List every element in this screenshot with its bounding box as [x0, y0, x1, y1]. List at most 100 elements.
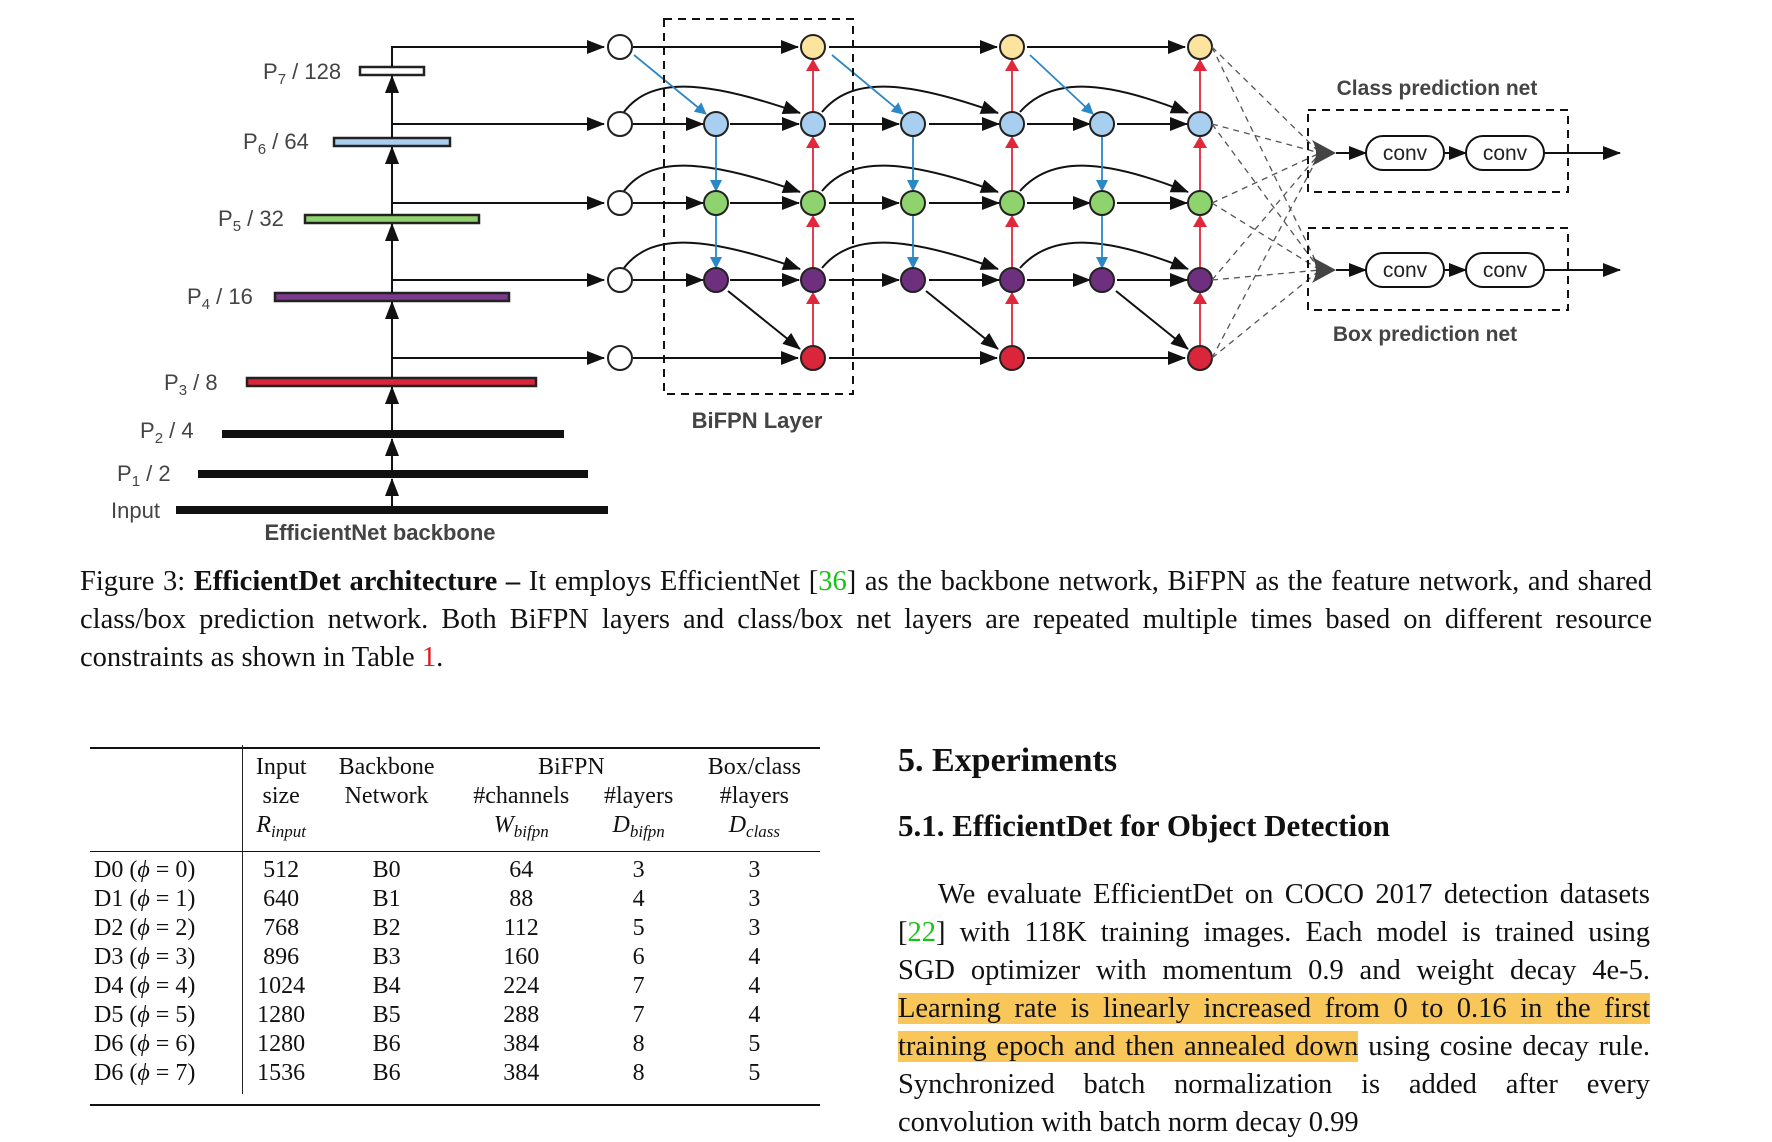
table-cell: 3: [632, 857, 645, 883]
citation-link[interactable]: 22: [907, 917, 937, 948]
input-node-p7: [607, 34, 633, 60]
bar-p6: [332, 136, 452, 148]
svg-text:conv: conv: [1383, 259, 1428, 282]
node-p3-out-3: [1187, 345, 1213, 371]
table-cell: B6: [372, 1031, 401, 1057]
table-cell: 8: [632, 1031, 645, 1057]
table-cell: 3: [748, 886, 761, 912]
citation-link[interactable]: 36: [818, 566, 847, 597]
node-p4-td-3: [1089, 267, 1115, 293]
table-cell: 4: [748, 1002, 761, 1028]
bar-p2: [222, 430, 564, 438]
svg-text:conv: conv: [1483, 142, 1528, 165]
efficientdet-architecture-figure: P7 / 128 P6 / 64 P5 / 32 P4 / 16 P3 / 8 …: [111, 18, 1621, 545]
node-p3-out-2: [999, 345, 1025, 371]
node-p5-td-3: [1089, 190, 1115, 216]
bar-p3: [245, 376, 538, 388]
col-boxclass: Box/class: [707, 754, 802, 780]
table-cell: 1024: [257, 973, 306, 999]
table-top-rule: [90, 747, 820, 749]
bar-p1: [198, 470, 588, 478]
row-label: D5 (ϕ = 5): [90, 1001, 244, 1030]
class-net-box: [1307, 109, 1569, 193]
node-p6-out-1: [800, 111, 826, 137]
table-cell: 5: [748, 1060, 761, 1086]
table-cell: 4: [632, 886, 645, 912]
table-cell: 3: [748, 915, 761, 941]
row-label: D3 (ϕ = 3): [90, 943, 244, 972]
node-p5-out-3: [1187, 190, 1213, 216]
node-p7-out-3: [1187, 34, 1213, 60]
node-p5-td-1: [703, 190, 729, 216]
table-cell: B3: [372, 944, 401, 970]
bar-p4: [273, 291, 511, 303]
subsection-heading: 5.1. EfficientDet for Object Detection: [898, 808, 1390, 843]
node-p4-out-2: [999, 267, 1025, 293]
table-row: D0 (ϕ = 0) 512 B0 64 3 3: [90, 850, 820, 885]
table-cell: 1280: [257, 1031, 306, 1057]
level-label-p3: P3 / 8: [164, 370, 218, 399]
node-p6-out-3: [1187, 111, 1213, 137]
table-cell: 5: [632, 915, 645, 941]
input-label: Input: [111, 498, 160, 523]
row-label: D0 (ϕ = 0): [90, 850, 244, 885]
table-cell: B0: [372, 857, 401, 883]
table-cell: 384: [503, 1031, 540, 1057]
node-p4-out-3: [1187, 267, 1213, 293]
node-p3-out-1: [800, 345, 826, 371]
table-cell: 896: [263, 944, 300, 970]
table-cell: 1280: [257, 1002, 306, 1028]
table-row: D1 (ϕ = 1) 640 B1 88 4 3: [90, 885, 820, 914]
table-cell: 6: [632, 944, 645, 970]
table-cell: 64: [509, 857, 534, 883]
table-cell: 8: [632, 1060, 645, 1086]
table-cell: 384: [503, 1060, 540, 1086]
level-label-p6: P6 / 64: [243, 129, 309, 158]
table-cell: B1: [372, 886, 401, 912]
table-row: D6 (ϕ = 7) 1536 B6 384 8 5: [90, 1059, 820, 1094]
col-bifpn: BiFPN: [537, 754, 605, 780]
experiments-paragraph: We evaluate EfficientDet on COCO 2017 de…: [898, 879, 1650, 1138]
table-cell: 768: [263, 915, 300, 941]
bifpn-layer-label: BiFPN Layer: [692, 408, 823, 433]
figure-caption: Figure 3: EfficientDet architecture – It…: [80, 566, 1652, 673]
node-p5-td-2: [900, 190, 926, 216]
node-p7-out-2: [999, 34, 1025, 60]
table-row: D3 (ϕ = 3) 896 B3 160 6 4: [90, 943, 820, 972]
bar-p5: [303, 213, 481, 225]
table-cell: 4: [748, 973, 761, 999]
level-label-p1: P1 / 2: [117, 461, 171, 490]
bar-p7: [358, 65, 426, 77]
class-net-label: Class prediction net: [1337, 77, 1538, 100]
box-net-label: Box prediction net: [1333, 323, 1517, 346]
table-cell: 224: [503, 973, 540, 999]
node-p5-out-2: [999, 190, 1025, 216]
section-heading: 5. Experiments: [898, 742, 1118, 779]
svg-text:conv: conv: [1383, 142, 1428, 165]
table-cell: B4: [372, 973, 401, 999]
row-label: D6 (ϕ = 6): [90, 1030, 244, 1059]
table-cell: 160: [503, 944, 540, 970]
table-cell: 3: [748, 857, 761, 883]
level-label-p2: P2 / 4: [140, 418, 194, 447]
table-cell: B5: [372, 1002, 401, 1028]
row-label: D6 (ϕ = 7): [90, 1059, 244, 1094]
table-link[interactable]: 1: [421, 642, 437, 673]
node-p4-td-1: [703, 267, 729, 293]
node-p6-out-2: [999, 111, 1025, 137]
input-node-p6: [607, 111, 633, 137]
table-row: D5 (ϕ = 5) 1280 B5 288 7 4: [90, 1001, 820, 1030]
col-backbone: Backbone: [338, 754, 435, 780]
table-mid-rule: [90, 851, 820, 852]
node-p6-td-2: [900, 111, 926, 137]
table-cell: 88: [509, 886, 534, 912]
row-label: D2 (ϕ = 2): [90, 914, 244, 943]
table-cell: 7: [632, 973, 645, 999]
level-label-p7: P7 / 128: [263, 59, 341, 88]
table-cell: 512: [263, 857, 300, 883]
table-cell: 112: [503, 915, 539, 941]
input-node-p3: [607, 345, 633, 371]
table-cell: B6: [372, 1060, 401, 1086]
input-node-p4: [607, 267, 633, 293]
row-label: D1 (ϕ = 1): [90, 885, 244, 914]
